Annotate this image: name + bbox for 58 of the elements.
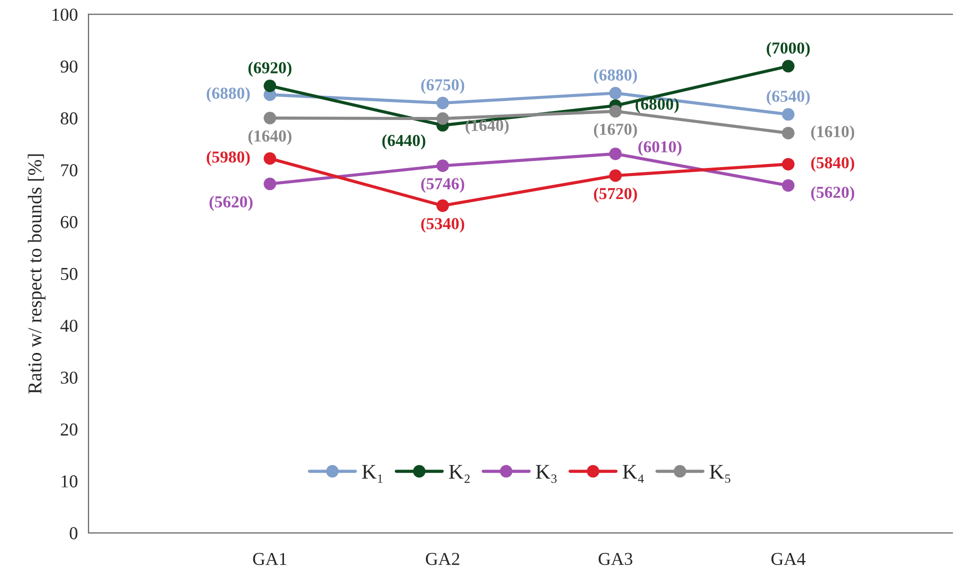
annotation: (1670): [594, 123, 637, 138]
annotation: (1610): [811, 126, 854, 141]
point: [264, 80, 276, 92]
annotation: (6010): [638, 140, 682, 156]
y-tick-label: 80: [60, 112, 78, 124]
point: [436, 159, 449, 172]
y-tick-label: 100: [52, 8, 78, 21]
annotation: (5980): [206, 150, 250, 166]
legend-label: K₃: [536, 464, 557, 483]
x-tick-label: GA4: [771, 552, 806, 566]
annotation: (5746): [421, 178, 464, 193]
y-tick-label: 70: [61, 164, 78, 176]
annotation: (5340): [421, 218, 464, 233]
point: [264, 112, 276, 124]
annotation: (6540): [766, 90, 810, 106]
annotation: (6880): [594, 68, 637, 84]
annotation: (7000): [766, 42, 810, 58]
annotation: (6750): [421, 78, 464, 94]
y-tick-label: 10: [62, 475, 78, 488]
annotation: (6440): [382, 134, 426, 150]
x-tick-label: GA3: [598, 552, 632, 566]
point: [264, 152, 276, 165]
y-axis-title: Ratio w/ respect to bounds [%]: [28, 154, 46, 394]
x-tick-label: GA1: [253, 552, 286, 566]
point: [609, 86, 622, 100]
y-tick-label: 60: [60, 216, 78, 228]
point: [782, 108, 794, 121]
legend-label: K₂: [449, 464, 470, 483]
point: [782, 158, 794, 170]
point: [436, 112, 449, 125]
point: [264, 178, 276, 190]
annotation: (5840): [811, 156, 854, 172]
annotation: (5720): [594, 187, 637, 203]
y-tick-label: 0: [70, 527, 78, 540]
point: [609, 105, 622, 118]
y-tick-label: 90: [60, 60, 78, 73]
point: [609, 148, 622, 160]
point: [436, 199, 449, 212]
legend-label: K₁: [362, 464, 382, 483]
x-tick-label: GA2: [426, 552, 460, 566]
point: [782, 179, 794, 192]
annotation: (6920): [248, 62, 292, 77]
y-tick-label: 30: [60, 372, 78, 384]
y-tick-label: 40: [60, 320, 78, 332]
point: [436, 96, 449, 110]
point: [609, 169, 622, 182]
annotation: (6800): [636, 98, 679, 114]
y-tick-label: 20: [60, 423, 78, 436]
annotation: (1640): [466, 119, 509, 134]
point: [782, 126, 794, 140]
annotation: (6880): [206, 87, 250, 102]
annotation: (5620): [210, 196, 253, 211]
y-tick-label: 50: [61, 268, 78, 280]
annotation: (1640): [248, 130, 292, 146]
point: [782, 60, 794, 72]
legend-label: K₅: [710, 464, 730, 483]
annotation: (5620): [811, 186, 854, 202]
legend-label: K₄: [622, 464, 644, 483]
